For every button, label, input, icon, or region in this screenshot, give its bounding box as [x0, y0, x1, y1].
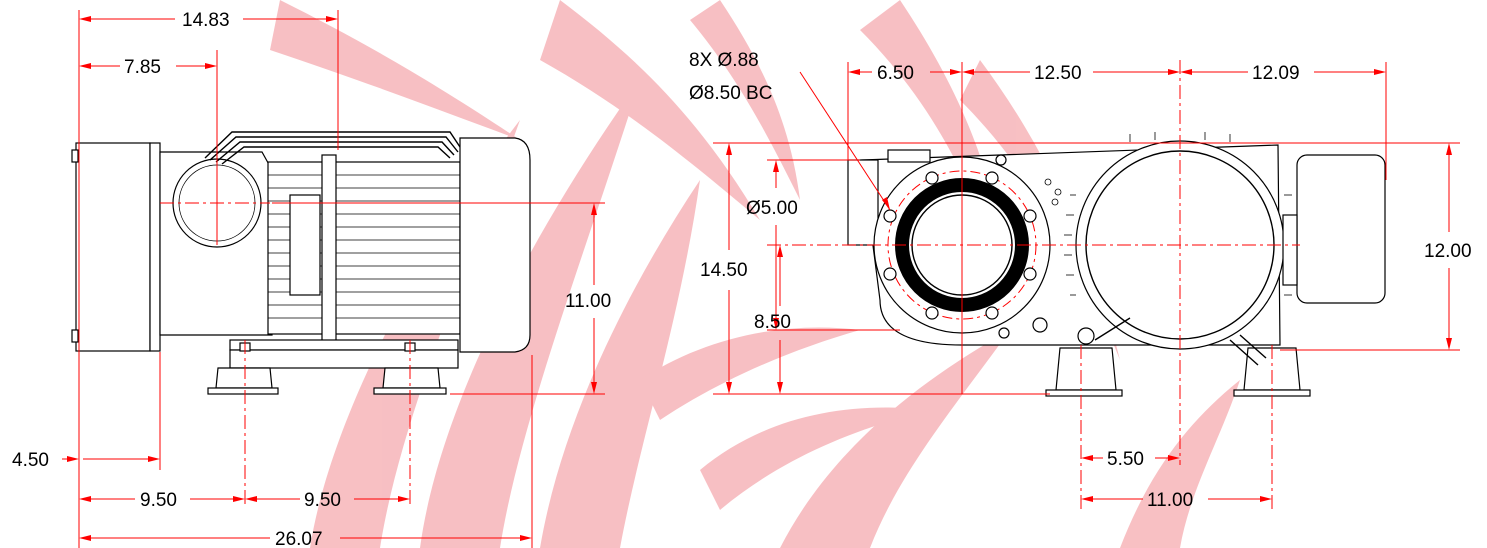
end-plate: [75, 142, 151, 352]
front-dimensions: 6.50 12.50 12.09 8X Ø.88 Ø8.50 BC 14.50 …: [689, 50, 1472, 511]
dim-9-50-a: 9.50: [140, 490, 177, 511]
dim-26-07: 26.07: [275, 529, 323, 548]
base-frame: [229, 339, 459, 351]
dim-12-09: 12.09: [1252, 63, 1300, 84]
dim-6-50: 6.50: [877, 63, 914, 84]
hole-callout-bc: Ø8.50 BC: [689, 83, 772, 104]
foot-right: [382, 367, 441, 389]
dim-8-50: 8.50: [754, 312, 791, 333]
fan-box: [1296, 154, 1386, 304]
dim-14-83: 14.83: [182, 10, 230, 31]
dim-12-50: 12.50: [1034, 63, 1082, 84]
dim-11-00-side: 11.00: [565, 291, 611, 312]
front-centerlines: [767, 60, 1300, 510]
hole-callout-qty: 8X Ø.88: [689, 50, 759, 71]
foot-left: [215, 367, 273, 389]
bolt-holes: [883, 171, 1037, 320]
side-dimensions: 14.83 7.85 4.50 9.50 9.50 26.07: [12, 10, 611, 548]
fan-cover: [459, 137, 531, 353]
side-centerlines: [160, 50, 411, 505]
dim-5-50: 5.50: [1107, 449, 1144, 470]
front-view: [847, 132, 1386, 397]
dim-9-50-b: 9.50: [304, 490, 341, 511]
dim-dia-5-00: Ø5.00: [746, 198, 798, 219]
front-foot-left: [1055, 347, 1117, 391]
dim-12-00: 12.00: [1424, 241, 1472, 262]
dim-4-50: 4.50: [12, 450, 49, 471]
dim-7-85: 7.85: [124, 57, 161, 78]
side-view: [71, 131, 531, 395]
dim-11-00-front: 11.00: [1147, 490, 1193, 511]
dim-14-50: 14.50: [700, 260, 748, 281]
